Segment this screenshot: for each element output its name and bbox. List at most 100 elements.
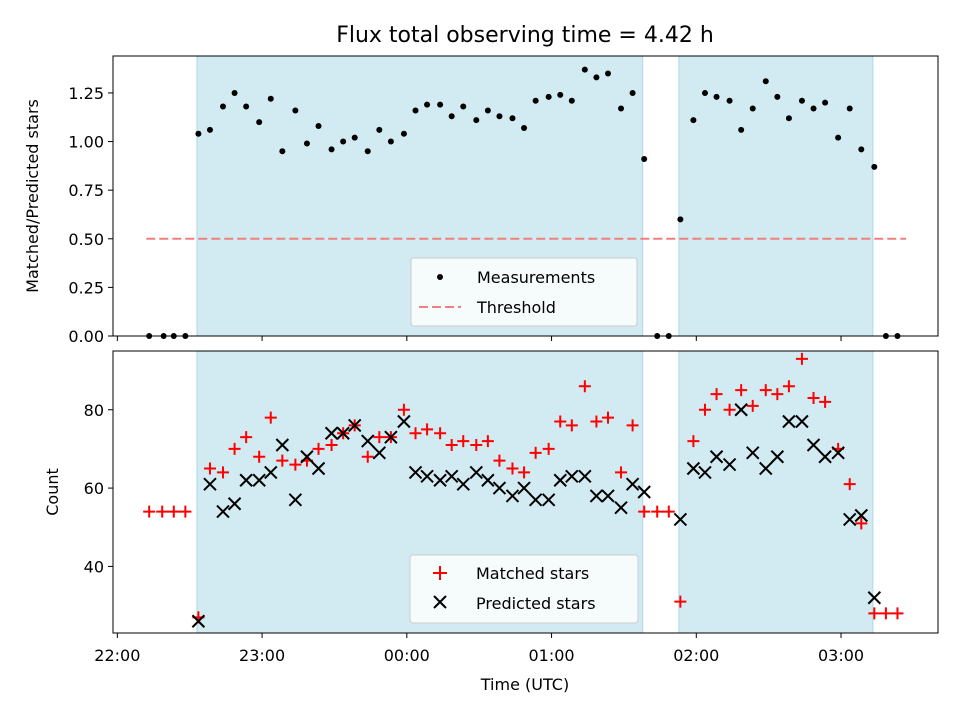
matched-star-point — [590, 415, 603, 428]
x-tick-label: 22:00 — [94, 646, 140, 665]
measurement-point — [641, 156, 648, 163]
predicted-star-point — [528, 493, 543, 507]
matched-star-point — [325, 439, 338, 451]
predicted-star-point — [433, 473, 447, 487]
legend-marker-predicted — [433, 595, 447, 609]
predicted-star-point — [203, 477, 217, 491]
measurement-point — [690, 117, 697, 124]
chart-title: Flux total observing time = 4.42 h — [336, 23, 714, 48]
matched-star-point — [518, 466, 531, 479]
plot-frame-top — [112, 55, 939, 337]
matched-star-point — [143, 505, 156, 518]
predicted-star-point — [746, 446, 760, 460]
measurement-point — [340, 138, 347, 145]
matched-star-point — [228, 442, 241, 455]
measurement-point — [351, 134, 358, 141]
matched-star-point — [687, 435, 700, 448]
legend-marker-measurements — [437, 274, 443, 280]
matched-star-point — [674, 595, 687, 608]
measurement-point — [846, 105, 853, 112]
matched-star-point — [698, 403, 711, 416]
matched-star-point — [156, 505, 169, 518]
matched-star-point — [615, 466, 628, 479]
predicted-star-point — [420, 469, 434, 484]
matched-star-point — [795, 352, 808, 365]
predicted-star-point — [709, 450, 724, 464]
measurement-point — [424, 101, 431, 108]
matched-star-point — [264, 411, 277, 424]
measurement-point — [400, 130, 407, 137]
matched-star-point — [710, 388, 723, 401]
predicted-star-point — [589, 489, 604, 503]
legend-bottom: Matched stars Predicted stars — [409, 554, 639, 624]
matched-star-point — [361, 450, 374, 463]
predicted-star-point — [601, 489, 615, 503]
y-tick-label: 80 — [84, 401, 104, 420]
matched-star-point — [457, 435, 470, 448]
measurement-point — [376, 126, 383, 133]
measurement-point — [749, 105, 756, 112]
x-tick-label: 01:00 — [528, 646, 574, 665]
predicted-star-point — [818, 450, 832, 464]
measurement-point — [292, 107, 299, 114]
predicted-star-point — [275, 438, 290, 452]
matched-star-point — [167, 505, 180, 518]
matched-star-point — [373, 431, 386, 444]
matched-star-point — [735, 384, 748, 397]
predicted-star-point — [408, 465, 423, 480]
matched-star-point — [891, 607, 904, 620]
predicted-star-point — [734, 403, 748, 417]
y-axis-count: 40 60 80 — [84, 401, 113, 576]
matched-star-point — [807, 392, 820, 404]
predicted-star-point — [614, 500, 628, 515]
matched-star-point — [759, 384, 772, 397]
measurement-point — [726, 97, 733, 104]
matched-star-point — [312, 442, 325, 455]
measurement-point — [206, 126, 213, 133]
y-tick-label: 40 — [84, 557, 104, 576]
x-axis-time: 22:00 23:00 00:00 01:00 02:00 03:00 — [94, 633, 864, 665]
predicted-star-point — [517, 481, 531, 495]
measurement-point — [835, 134, 842, 141]
matched-star-point — [626, 419, 639, 432]
matched-star-point — [723, 403, 736, 416]
y-tick-label: 0.50 — [68, 230, 104, 249]
measurement-point — [448, 113, 455, 120]
legend-label-threshold: Threshold — [476, 298, 556, 317]
x-tick-label: 02:00 — [673, 646, 719, 665]
count-points — [143, 352, 904, 628]
predicted-star-point — [311, 461, 326, 476]
measurement-point — [774, 93, 781, 100]
predicted-star-point — [673, 512, 688, 527]
measurement-point — [568, 97, 575, 104]
y-tick-label: 0.00 — [68, 327, 104, 346]
measurement-point — [496, 113, 503, 120]
matched-star-point — [843, 478, 856, 491]
matched-star-point — [771, 388, 784, 401]
matched-star-point — [855, 517, 868, 530]
measurement-point — [303, 140, 310, 147]
predicted-star-point — [843, 512, 857, 527]
measurement-point — [785, 115, 792, 122]
legend-label-matched: Matched stars — [476, 564, 589, 583]
predicted-star-point — [300, 450, 314, 464]
measurement-point — [871, 163, 878, 170]
y-tick-label: 0.75 — [68, 181, 104, 200]
measurement-point — [629, 89, 636, 96]
matched-star-point — [506, 462, 519, 475]
measurement-point — [412, 107, 419, 114]
matched-star-point — [397, 403, 410, 416]
y-tick-label: 1.25 — [68, 84, 104, 103]
measurement-point — [713, 93, 720, 100]
measurement-point — [267, 95, 274, 102]
predicted-star-point — [288, 493, 303, 507]
matched-star-point — [565, 419, 578, 432]
legend-top: Measurements Threshold — [410, 257, 638, 327]
matched-star-point — [179, 505, 192, 518]
x-tick-label: 23:00 — [239, 646, 285, 665]
matched-star-point — [493, 454, 506, 467]
matched-star-point — [421, 423, 434, 436]
matched-star-point — [529, 446, 542, 459]
measurement-point — [509, 115, 516, 122]
